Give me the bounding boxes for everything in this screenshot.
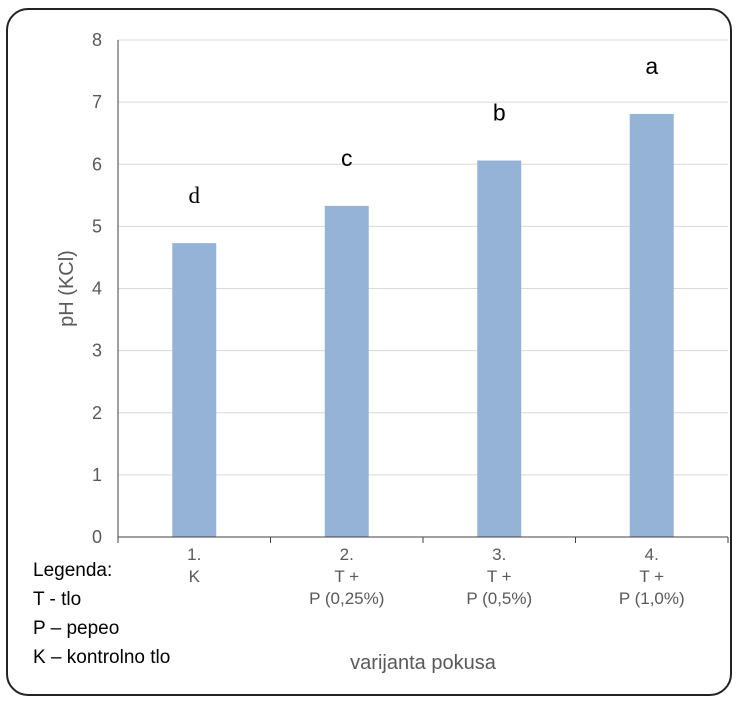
y-tick-label: 5 xyxy=(92,216,102,236)
bar xyxy=(324,205,369,537)
x-tick-label: T + xyxy=(639,567,664,586)
y-axis-title: pH (KCl) xyxy=(56,250,78,327)
legend-item-t: T - tlo xyxy=(33,589,82,610)
x-axis-title: varijanta pokusa xyxy=(350,652,497,674)
significance-letter: c xyxy=(341,145,353,171)
x-tick-label: 2. xyxy=(340,545,354,564)
x-tick-label: P (1,0%) xyxy=(619,589,685,608)
bar xyxy=(477,160,522,537)
y-tick-label: 8 xyxy=(92,30,102,50)
y-tick-label: 7 xyxy=(92,92,102,112)
legend-item-k: K – kontrolno tlo xyxy=(33,647,171,668)
y-tick-label: 3 xyxy=(92,341,102,361)
y-tick-label: 6 xyxy=(92,154,102,174)
y-tick-label: 0 xyxy=(92,527,102,547)
x-tick-label: 3. xyxy=(492,545,506,564)
x-tick-label: T + xyxy=(334,567,359,586)
legend: Legenda: T - tlo P – pepeo K – kontrolno… xyxy=(33,556,170,672)
x-tick-label: K xyxy=(189,567,201,586)
y-tick-label: 1 xyxy=(92,465,102,485)
significance-letter: a xyxy=(645,53,658,79)
x-tick-label: 4. xyxy=(645,545,659,564)
x-tick-label: P (0,5%) xyxy=(466,589,532,608)
significance-letter: b xyxy=(493,100,506,126)
y-tick-label: 2 xyxy=(92,403,102,423)
x-tick-label: 1. xyxy=(187,545,201,564)
significance-letter: d xyxy=(189,183,201,208)
x-tick-label: T + xyxy=(487,567,512,586)
legend-title: Legenda: xyxy=(33,560,113,581)
chart-frame xyxy=(6,8,732,696)
legend-item-p: P – pepeo xyxy=(33,618,120,639)
y-tick-label: 4 xyxy=(92,279,102,299)
x-tick-label: P (0,25%) xyxy=(309,589,384,608)
bar xyxy=(172,243,217,537)
bar xyxy=(629,113,674,538)
